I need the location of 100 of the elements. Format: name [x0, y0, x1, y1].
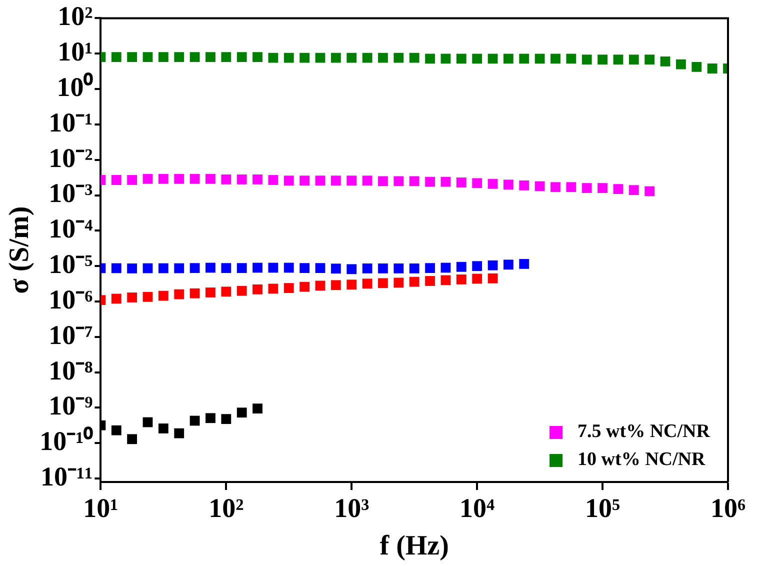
point [236, 286, 247, 296]
point [488, 178, 498, 189]
point [236, 52, 247, 62]
point [268, 262, 278, 273]
point [252, 262, 262, 273]
point [362, 263, 372, 274]
y-tick-label: 10⁻³ [48, 178, 93, 208]
point [206, 262, 216, 273]
y-tick-label: 10¹ [58, 36, 93, 67]
point [472, 178, 482, 188]
x-tick-label: 10¹ [83, 493, 118, 524]
point [158, 263, 168, 274]
point [236, 263, 247, 274]
point [221, 263, 232, 274]
point [598, 54, 608, 64]
point [174, 428, 184, 438]
point [221, 414, 232, 424]
point [503, 260, 514, 270]
y-tick-label: 10⁻¹¹ [40, 462, 93, 492]
point [127, 292, 137, 302]
point [613, 54, 624, 64]
point [190, 174, 200, 184]
point [534, 181, 545, 192]
y-tick-label: 10⁻⁵ [48, 249, 93, 280]
point [284, 52, 294, 63]
point [330, 280, 341, 290]
point [378, 52, 388, 63]
point [440, 275, 451, 286]
point [440, 176, 451, 187]
point [111, 263, 122, 274]
point [221, 286, 232, 297]
point [456, 274, 466, 284]
point [284, 283, 294, 293]
y-tick-label: 10⁻² [48, 142, 93, 173]
point [111, 175, 122, 185]
point [111, 294, 122, 304]
point [315, 176, 326, 186]
x-tick-label: 10⁶ [710, 493, 746, 524]
y-tick-label: 10⁻⁷ [48, 320, 93, 350]
point [174, 52, 184, 62]
point [440, 54, 451, 64]
point [268, 52, 278, 63]
point [142, 292, 153, 302]
point [394, 278, 404, 288]
point [190, 288, 200, 298]
point [252, 174, 262, 184]
point [550, 54, 560, 64]
point [346, 264, 357, 274]
point [190, 263, 200, 274]
point [174, 263, 184, 274]
y-tick-label: 10⁻⁹ [48, 390, 93, 421]
point [394, 52, 404, 63]
point [315, 280, 326, 291]
point [284, 262, 294, 273]
y-tick-label: 10⁻⁴ [48, 214, 93, 244]
point [206, 174, 216, 184]
point [190, 416, 200, 426]
point [503, 54, 514, 64]
point [644, 186, 655, 196]
point [158, 424, 168, 434]
point [472, 261, 482, 272]
point [409, 263, 420, 274]
legend-label: 10 wt% NC/NR [578, 448, 706, 470]
point [394, 176, 404, 186]
point [300, 282, 310, 292]
y-tick-label: 10⁰ [56, 72, 94, 102]
legend-label: 7.5 wt% NC/NR [578, 420, 710, 442]
point [378, 176, 388, 186]
y-tick-label: 10⁻¹ [48, 107, 93, 138]
point [111, 52, 122, 62]
point [534, 54, 545, 64]
y-tick-label: 10⁻¹⁰ [40, 426, 94, 456]
point [127, 263, 137, 274]
y-tick-label: 10² [58, 1, 93, 32]
point [394, 263, 404, 274]
point [330, 52, 341, 63]
point [362, 52, 372, 63]
point [142, 417, 153, 428]
point [142, 263, 153, 274]
point [127, 434, 137, 444]
point [660, 56, 670, 66]
point [582, 183, 592, 193]
point [503, 180, 514, 190]
point [692, 62, 702, 72]
y-tick-label: 10⁻⁸ [48, 355, 93, 386]
x-tick-label: 10² [208, 493, 244, 524]
point [158, 52, 168, 62]
x-tick-label: 10⁴ [460, 493, 495, 524]
point [236, 408, 247, 418]
x-tick-label: 10⁵ [584, 493, 620, 524]
point [284, 176, 294, 186]
point [174, 289, 184, 300]
x-tick-label: 10³ [334, 493, 370, 524]
point [582, 54, 592, 64]
point [346, 176, 357, 186]
point [252, 284, 262, 294]
point [488, 273, 498, 284]
point [409, 276, 420, 287]
point [519, 54, 530, 64]
point [221, 174, 232, 184]
